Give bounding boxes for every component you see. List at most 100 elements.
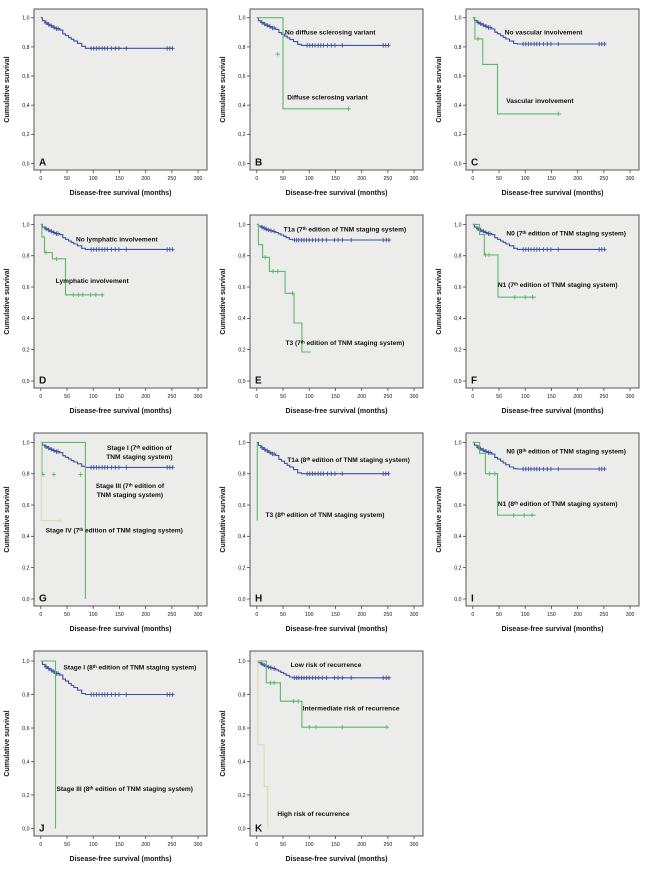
x-tick-label: 100 — [521, 394, 530, 400]
panel-letter: E — [255, 376, 262, 387]
x-tick-label: 50 — [64, 176, 70, 182]
series-label: Low risk of recurrence — [291, 662, 362, 669]
y-axis-label: Cumulative survival — [4, 56, 11, 122]
series-label: N0 (7ᵗʰ edition of TNM staging system) — [506, 230, 626, 237]
series-label: No diffuse sclerosing variant — [285, 29, 376, 36]
series-label: No vascular involvement — [505, 29, 583, 36]
panel-letter: H — [255, 594, 262, 605]
km-chart-K: 0,0 0,2 0,4 0,6 0,8 1,0 0 50 100 150 200 250 300 Low … — [220, 650, 424, 863]
x-tick-label: 150 — [115, 176, 124, 182]
x-tick-label: 100 — [521, 612, 530, 618]
km-chart-I: 0,0 0,2 0,4 0,6 0,8 1,0 0 50 100 150 200 250 300 N0 (… — [436, 432, 640, 633]
y-tick-label: 0,4 — [22, 316, 29, 322]
censor-marks-green — [487, 471, 535, 518]
x-axis-label: Disease-free survival (months) — [286, 626, 388, 633]
x-tick-label: 300 — [626, 176, 635, 182]
y-tick-label: 0,0 — [238, 161, 245, 167]
figure-row-1: 0,0 0,2 0,4 0,6 0,8 1,0 0 50 100 150 200 250 300 A Dis… — [0, 2, 648, 200]
survival-panel-K: 0,0 0,2 0,4 0,6 0,8 1,0 0 50 100 150 200 250 300 Low … — [216, 644, 432, 866]
km-chart-F: 0,0 0,2 0,4 0,6 0,8 1,0 0 50 100 150 200 250 300 N0 (… — [436, 214, 640, 415]
censor-marks-green — [268, 680, 390, 730]
censor-marks-blue — [43, 664, 175, 697]
survival-panel-A: 0,0 0,2 0,4 0,6 0,8 1,0 0 50 100 150 200 250 300 A Dis… — [0, 2, 216, 200]
survival-panel-I: 0,0 0,2 0,4 0,6 0,8 1,0 0 50 100 150 200 250 300 N0 (… — [432, 426, 648, 636]
y-tick-label: 0,0 — [238, 826, 245, 832]
survival-panel-B: 0,0 0,2 0,4 0,6 0,8 1,0 0 50 100 150 200 250 300 No d… — [216, 2, 432, 200]
series-label: Intermediate risk of recurrence — [303, 705, 400, 712]
y-tick-label: 0,4 — [454, 316, 461, 322]
x-tick-label: 150 — [331, 394, 340, 400]
survival-panel-H: 0,0 0,2 0,4 0,6 0,8 1,0 0 50 100 150 200 250 300 T1a … — [216, 426, 432, 636]
series-line-green — [41, 441, 86, 599]
survival-panel-C: 0,0 0,2 0,4 0,6 0,8 1,0 0 50 100 150 200 250 300 No v… — [432, 2, 648, 200]
censor-marks-green — [43, 250, 105, 298]
x-tick-label: 250 — [168, 612, 177, 618]
y-tick-label: 0,2 — [454, 132, 461, 138]
km-chart-E: 0,0 0,2 0,4 0,6 0,8 1,0 0 50 100 150 200 250 300 T1a … — [220, 214, 424, 415]
censor-marks-blue — [259, 445, 391, 476]
x-tick-label: 0 — [39, 842, 42, 848]
y-axis-label: Cumulative survival — [220, 56, 227, 122]
x-tick-label: 200 — [357, 612, 366, 618]
censor-marks-blue — [475, 20, 607, 47]
y-axis-label: Cumulative survival — [436, 268, 443, 334]
y-tick-label: 0,0 — [22, 161, 29, 167]
y-tick-label: 0,0 — [22, 826, 29, 832]
y-tick-label: 0,2 — [238, 132, 245, 138]
x-axis-label: Disease-free survival (months) — [502, 190, 604, 197]
y-tick-label: 0,8 — [238, 254, 245, 260]
x-tick-label: 0 — [39, 394, 42, 400]
x-tick-label: 250 — [168, 394, 177, 400]
x-tick-label: 50 — [64, 612, 70, 618]
series-label: High risk of recurrence — [277, 811, 350, 818]
x-tick-label: 100 — [305, 176, 314, 182]
x-tick-label: 100 — [89, 394, 98, 400]
x-tick-label: 0 — [255, 394, 258, 400]
x-axis-label: Disease-free survival (months) — [70, 856, 172, 863]
x-tick-label: 50 — [496, 612, 502, 618]
x-tick-label: 250 — [384, 176, 393, 182]
y-tick-label: 0,4 — [238, 759, 245, 765]
y-tick-label: 1,0 — [454, 440, 461, 446]
survival-panel-E: 0,0 0,2 0,4 0,6 0,8 1,0 0 50 100 150 200 250 300 T1a … — [216, 208, 432, 418]
y-tick-label: 0,0 — [238, 379, 245, 385]
y-tick-label: 0,2 — [454, 348, 461, 354]
x-tick-label: 0 — [471, 176, 474, 182]
censor-marks-blue — [475, 226, 607, 252]
y-axis-label: Cumulative survival — [4, 486, 11, 552]
km-chart-D: 0,0 0,2 0,4 0,6 0,8 1,0 0 50 100 150 200 250 300 No l… — [4, 214, 208, 415]
censor-marks-blue — [475, 445, 607, 472]
x-tick-label: 50 — [64, 394, 70, 400]
x-axis-label: Disease-free survival (months) — [286, 190, 388, 197]
survival-panel-F: 0,0 0,2 0,4 0,6 0,8 1,0 0 50 100 150 200 250 300 N0 (… — [432, 208, 648, 418]
y-tick-label: 0,6 — [22, 285, 29, 291]
x-tick-label: 300 — [410, 394, 419, 400]
censor-marks-green — [275, 51, 351, 112]
series-label: Stage III (8ᵗʰ edition of TNM staging sy… — [56, 786, 192, 793]
x-tick-label: 200 — [357, 176, 366, 182]
panel-letter: D — [39, 376, 46, 387]
x-tick-label: 200 — [573, 394, 582, 400]
x-tick-label: 250 — [384, 394, 393, 400]
y-tick-label: 0,6 — [22, 726, 29, 732]
x-tick-label: 100 — [305, 394, 314, 400]
y-tick-label: 0,6 — [238, 74, 245, 80]
x-tick-label: 50 — [280, 394, 286, 400]
series-label: TNM staging system) — [106, 454, 172, 461]
panel-letter: F — [471, 376, 477, 387]
panel-letter: C — [471, 158, 478, 169]
x-tick-label: 200 — [573, 612, 582, 618]
x-tick-label: 0 — [39, 176, 42, 182]
y-tick-label: 1,0 — [454, 16, 461, 22]
y-tick-label: 0,4 — [454, 103, 461, 109]
series-label: Stage III (7ᵗʰ edition of — [96, 483, 165, 490]
x-tick-label: 200 — [141, 612, 150, 618]
y-tick-label: 0,4 — [22, 103, 29, 109]
y-tick-label: 0,0 — [454, 379, 461, 385]
x-tick-label: 250 — [168, 842, 177, 848]
x-tick-label: 50 — [280, 176, 286, 182]
series-label: N1 (8ᵗʰ edition of TNM staging system) — [498, 501, 618, 508]
y-tick-label: 0,2 — [238, 348, 245, 354]
survival-panel-J: 0,0 0,2 0,4 0,6 0,8 1,0 0 50 100 150 200 250 300 Stag… — [0, 644, 216, 866]
panel-letter: B — [255, 158, 262, 169]
